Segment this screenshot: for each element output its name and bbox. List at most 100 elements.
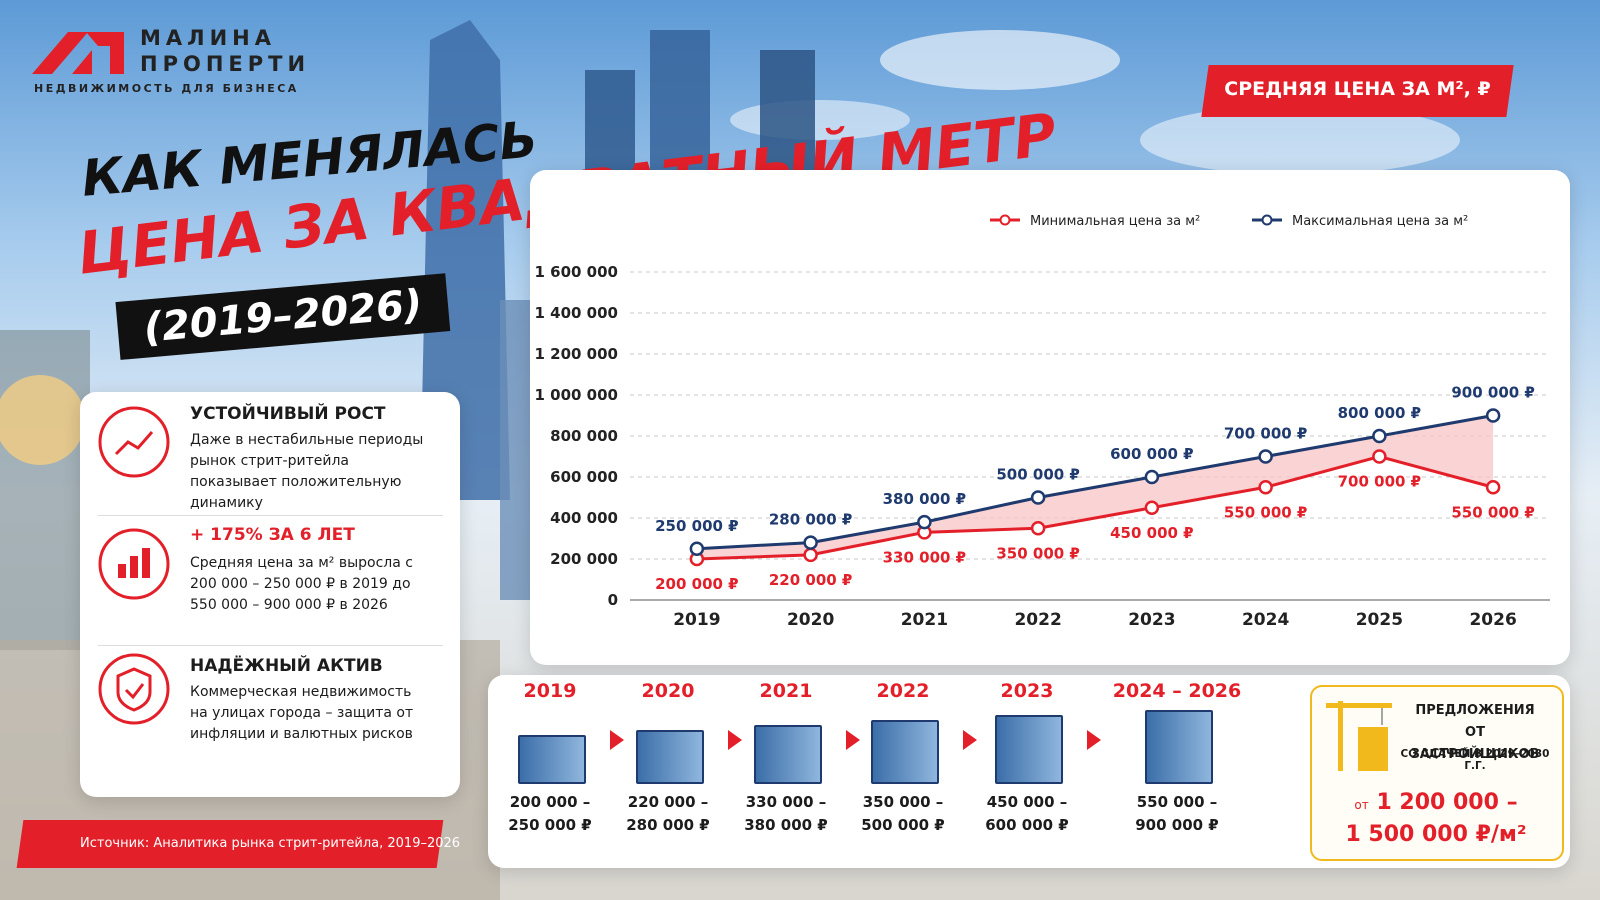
offer-price-line: 1 500 000 ₽/м² xyxy=(1345,822,1527,847)
offer-title-line: ПРЕДЛОЖЕНИЯ xyxy=(1415,703,1535,718)
building-icon xyxy=(518,735,586,784)
feature-text: Коммерческая недвижимость на улицах горо… xyxy=(190,684,414,742)
point xyxy=(1258,480,1273,495)
offer-subtitle: СО СДАЧЕЙ В 2029–2030 Г.Г. xyxy=(1400,748,1550,772)
value-label: 380 000 ₽ xyxy=(883,490,967,508)
x-tick-label: 2020 xyxy=(787,610,834,630)
timeline-range: 280 000 ₽ xyxy=(626,816,710,834)
value-label: 450 000 ₽ xyxy=(1110,524,1194,542)
timeline-range: 250 000 ₽ xyxy=(508,816,592,834)
source-text: Источник: Аналитика рынка стрит-ритейла,… xyxy=(80,836,461,851)
divider xyxy=(98,515,443,516)
timeline-range: 600 000 ₽ xyxy=(985,816,1069,834)
timeline-range: 500 000 ₽ xyxy=(861,816,945,834)
value-label: 700 000 ₽ xyxy=(1224,425,1308,443)
value-label: 550 000 ₽ xyxy=(1451,503,1535,521)
timeline-year: 2023 xyxy=(1000,680,1054,702)
offer-title: ПРЕДЛОЖЕНИЯ ОТ ЗАСТРОЙЩИКОВ xyxy=(1400,700,1550,766)
y-tick-label: 800 000 xyxy=(550,427,618,445)
y-tick-label: 600 000 xyxy=(550,468,618,486)
feature-text: Средняя цена за м² выросла с 200 000 – 2… xyxy=(190,555,413,613)
building-icon xyxy=(1145,710,1213,784)
chart-title: СРЕДНЯЯ ЦЕНА ЗА М², ₽ xyxy=(1224,78,1491,100)
timeline-arrow xyxy=(728,730,742,750)
y-tick-label: 1 200 000 xyxy=(534,345,618,363)
building-icon xyxy=(754,725,822,784)
point xyxy=(1144,500,1160,515)
timeline-year: 2021 xyxy=(759,680,813,702)
y-tick-label: 1 600 000 xyxy=(534,263,618,281)
point xyxy=(1485,480,1501,495)
value-label: 250 000 ₽ xyxy=(655,517,739,535)
timeline-arrow xyxy=(846,730,860,750)
logo-tagline: НЕДВИЖИМОСТЬ ДЛЯ БИЗНЕСА xyxy=(34,82,299,95)
x-tick-label: 2026 xyxy=(1469,610,1516,630)
x-tick-label: 2019 xyxy=(673,610,720,630)
y-tick-label: 1 000 000 xyxy=(534,386,618,404)
legend-marker xyxy=(1261,214,1273,226)
value-label: 350 000 ₽ xyxy=(996,544,1080,562)
chart-panel xyxy=(530,170,1570,665)
value-label: 600 000 ₽ xyxy=(1110,445,1194,463)
features-panel xyxy=(80,392,460,797)
point xyxy=(1485,408,1501,423)
offer-title-line: ОТ ЗАСТРОЙЩИКОВ xyxy=(1410,725,1540,762)
legend-marker xyxy=(999,214,1011,226)
value-label: 280 000 ₽ xyxy=(769,511,853,529)
point xyxy=(1258,449,1273,464)
logo-mark xyxy=(32,32,124,74)
y-tick-label: 400 000 xyxy=(550,509,618,527)
value-label: 700 000 ₽ xyxy=(1338,473,1422,491)
offer-box xyxy=(1310,685,1564,861)
timeline-arrow xyxy=(1087,730,1101,750)
x-tick-label: 2022 xyxy=(1014,610,1061,630)
timeline-range: 220 000 – xyxy=(627,793,709,811)
timeline-range: 450 000 – xyxy=(986,793,1068,811)
feature-title: УСТОЙЧИВЫЙ РОСТ xyxy=(190,404,386,424)
timeline-range: 380 000 ₽ xyxy=(744,816,828,834)
point xyxy=(1372,428,1387,444)
building-icon xyxy=(636,730,704,784)
y-tick-label: 200 000 xyxy=(550,550,618,568)
divider xyxy=(98,645,443,646)
feature-text: Даже в нестабильные периоды рынок стрит-… xyxy=(190,432,424,511)
timeline-range: 200 000 – xyxy=(509,793,591,811)
x-tick-label: 2021 xyxy=(901,610,948,630)
y-tick-label: 0 xyxy=(608,591,618,609)
value-label: 220 000 ₽ xyxy=(769,571,853,589)
timeline-year: 2022 xyxy=(876,680,930,702)
timeline-arrow xyxy=(610,730,624,750)
offer-prefix: от xyxy=(1354,798,1369,812)
offer-price: от 1 200 000 – 1 500 000 ₽/м² xyxy=(1312,788,1560,850)
value-label: 500 000 ₽ xyxy=(996,466,1080,484)
value-label: 330 000 ₽ xyxy=(883,548,967,566)
x-tick-label: 2025 xyxy=(1356,610,1403,630)
y-tick-label: 1 400 000 xyxy=(534,304,618,322)
value-label: 900 000 ₽ xyxy=(1451,384,1535,402)
point xyxy=(803,547,818,563)
legend-label: Минимальная цена за м² xyxy=(1030,214,1200,229)
value-label: 800 000 ₽ xyxy=(1338,404,1422,422)
timeline-range: 550 000 – xyxy=(1136,793,1218,811)
logo-text: ПРОПЕРТИ xyxy=(140,52,311,76)
point xyxy=(1030,490,1046,505)
timeline-range: 350 000 – xyxy=(862,793,944,811)
point xyxy=(1144,469,1160,485)
point xyxy=(803,535,818,550)
series-line xyxy=(696,414,1494,551)
point xyxy=(1372,449,1387,464)
point xyxy=(1030,521,1046,536)
x-tick-label: 2024 xyxy=(1242,610,1289,630)
crane-icon xyxy=(1326,701,1392,771)
point xyxy=(689,541,705,556)
building-icon xyxy=(871,720,939,784)
timeline-year: 2019 xyxy=(523,680,577,702)
series-line xyxy=(696,454,1494,561)
building-icon xyxy=(995,715,1063,784)
feature-icons xyxy=(98,406,170,725)
timeline-arrow xyxy=(963,730,977,750)
feature-title: НАДЁЖНЫЙ АКТИВ xyxy=(190,656,383,676)
offer-price-line: 1 200 000 – xyxy=(1376,790,1518,815)
